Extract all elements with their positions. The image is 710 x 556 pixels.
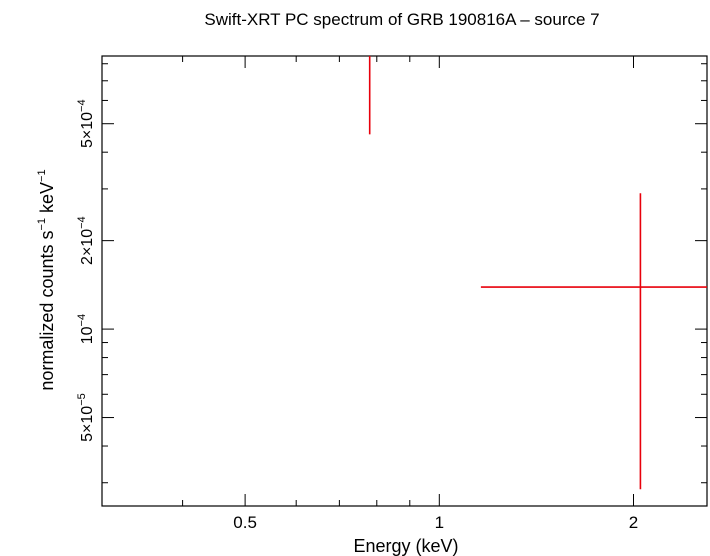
x-tick-label: 1 <box>435 513 444 532</box>
plot-frame <box>101 55 708 507</box>
y-tick-label: 5×10−5 <box>76 393 96 442</box>
x-axis-label: Energy (keV) <box>353 536 458 556</box>
y-tick-labels: 5×10−5 10−4 2×10−4 5×10−4 <box>76 99 96 441</box>
y-axis-label: normalized counts s−1 keV−1 <box>36 169 57 390</box>
chart-title: Swift-XRT PC spectrum of GRB 190816A – s… <box>204 10 599 29</box>
y-tick-label: 2×10−4 <box>76 216 96 265</box>
y-tick-label: 5×10−4 <box>76 99 96 148</box>
y-axis-label-exp1: −1 <box>36 218 48 231</box>
x-tick-label: 0.5 <box>233 513 257 532</box>
y-axis-ticks <box>102 63 707 484</box>
y-axis-label-exp2: −1 <box>36 169 48 182</box>
y-tick-label: 10−4 <box>76 314 96 344</box>
data-point <box>480 193 707 490</box>
x-tick-labels: 0.5 1 2 <box>233 513 638 532</box>
y-axis-label-main: normalized counts s <box>37 231 57 391</box>
x-axis-ticks <box>101 56 634 506</box>
data-points <box>368 56 707 490</box>
y-axis-label-mid: keV <box>37 182 57 218</box>
x-tick-label: 2 <box>629 513 638 532</box>
